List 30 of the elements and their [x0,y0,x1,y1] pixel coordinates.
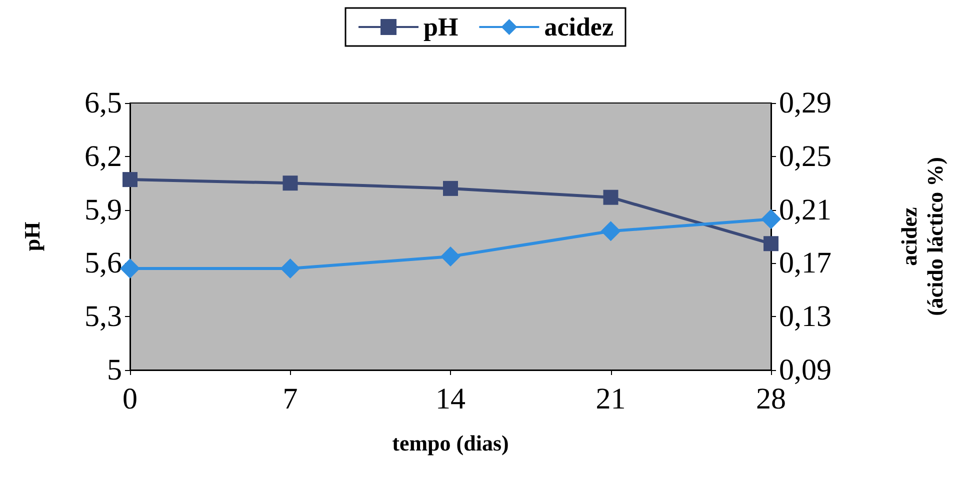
point [440,246,460,267]
legend-label: acidez [544,12,614,42]
legend-label: pH [424,12,458,42]
x-tick-label: 21 [596,382,626,416]
point [282,176,298,191]
y-tick-label: 5 [107,354,122,386]
y2-tick-label: 0,21 [779,193,832,226]
point [120,258,140,279]
point [761,209,781,230]
y-tick-label: 6,5 [84,86,122,120]
x-axis-title: tempo (dias) [392,430,509,456]
point [443,180,458,196]
y-tick-label: 6,2 [84,140,122,173]
y-tick-label: 5,3 [84,300,122,334]
x-tick-label: 0 [122,382,138,416]
point [280,258,300,279]
y-axis-title: pH [20,222,44,252]
y-tick-label: 5,6 [84,246,122,280]
y2-axis-title: acidez (ácido láctico %) [896,157,948,316]
point [122,172,138,188]
point [603,190,618,205]
y2-tick-label: 0,25 [779,140,832,173]
y2-tick-label: 0,29 [779,86,832,120]
y-tick-label: 5,9 [84,193,122,226]
x-tick-label: 14 [436,382,466,416]
point [600,221,621,242]
point [764,236,778,252]
y2-tick-label: 0,17 [779,246,832,280]
y2-tick-label: 0,13 [779,300,832,334]
x-tick-label: 7 [282,382,298,416]
